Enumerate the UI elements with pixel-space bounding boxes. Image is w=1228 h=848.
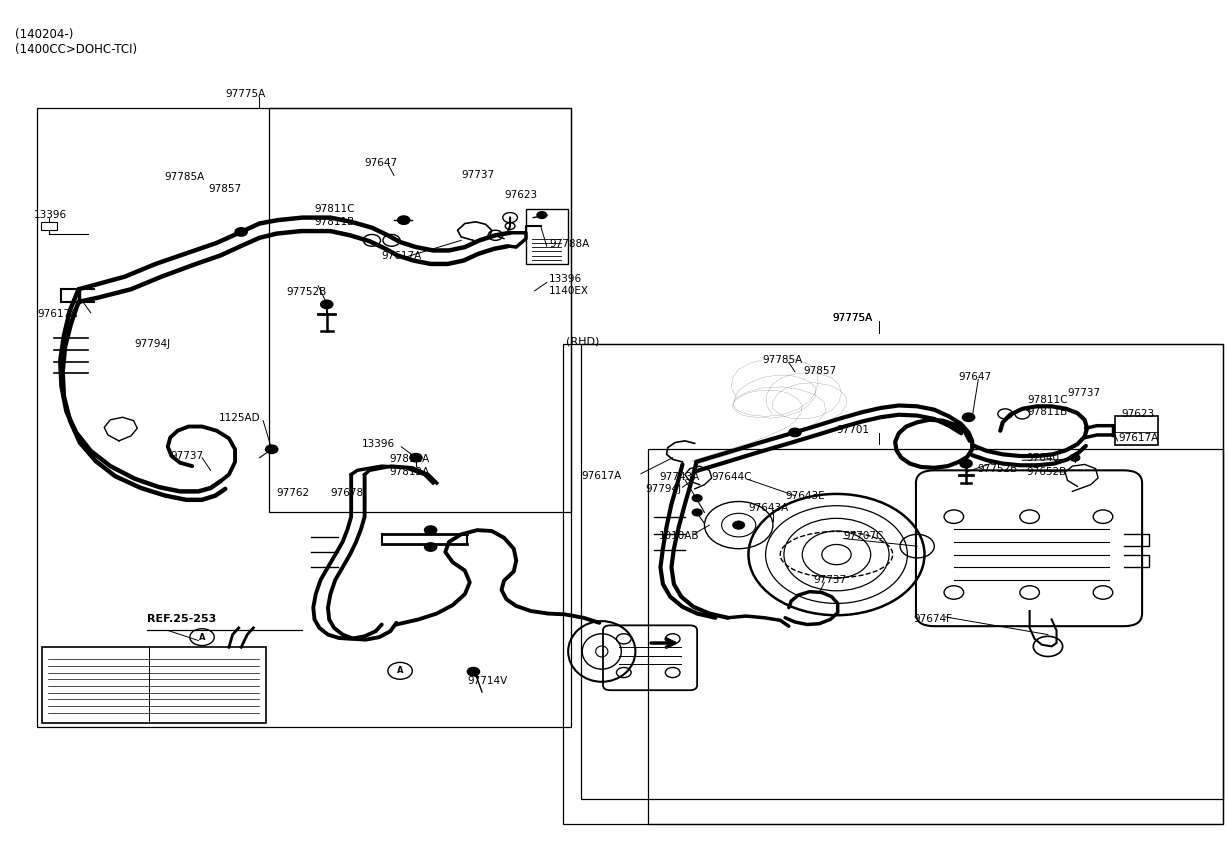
Text: 13396: 13396 xyxy=(33,210,66,220)
Text: 97647: 97647 xyxy=(959,371,992,382)
Circle shape xyxy=(1070,455,1079,461)
Text: 97811B: 97811B xyxy=(314,217,355,226)
Text: 97617A: 97617A xyxy=(37,310,77,320)
Circle shape xyxy=(733,521,745,529)
Text: 97617A: 97617A xyxy=(1119,433,1159,444)
Circle shape xyxy=(960,460,973,468)
Text: A: A xyxy=(199,633,205,642)
Text: 97811C: 97811C xyxy=(314,204,355,215)
Text: 97811C: 97811C xyxy=(1027,395,1067,405)
Text: 1140EX: 1140EX xyxy=(549,286,589,296)
Text: 97737: 97737 xyxy=(462,170,495,180)
Polygon shape xyxy=(42,222,58,230)
Text: 97643A: 97643A xyxy=(749,503,788,513)
Text: 97652B: 97652B xyxy=(1025,467,1066,477)
Text: 97794J: 97794J xyxy=(135,339,171,349)
Text: A: A xyxy=(397,667,403,675)
Circle shape xyxy=(398,216,410,225)
Text: 97617A: 97617A xyxy=(581,471,621,481)
Text: 97701: 97701 xyxy=(836,425,869,435)
Text: 1010AB: 1010AB xyxy=(659,531,700,541)
Text: 97674F: 97674F xyxy=(914,615,953,624)
Circle shape xyxy=(265,445,278,454)
Text: (140204-)
(1400CC>DOHC-TCI): (140204-) (1400CC>DOHC-TCI) xyxy=(15,28,138,56)
Circle shape xyxy=(321,300,333,309)
Text: 97643E: 97643E xyxy=(785,491,825,500)
Text: 97752B: 97752B xyxy=(977,464,1017,474)
Ellipse shape xyxy=(596,646,608,657)
Circle shape xyxy=(235,228,247,236)
Text: 97775A: 97775A xyxy=(833,313,873,323)
Text: 97775A: 97775A xyxy=(225,89,265,98)
Text: 97811A: 97811A xyxy=(389,455,430,465)
Circle shape xyxy=(693,509,702,516)
Circle shape xyxy=(963,413,975,421)
Text: 97857: 97857 xyxy=(803,366,836,376)
Text: 97857: 97857 xyxy=(209,184,241,194)
Text: 97737: 97737 xyxy=(813,575,846,585)
Text: 97812A: 97812A xyxy=(389,467,430,477)
Text: 97678: 97678 xyxy=(330,488,363,498)
Text: REF.25-253: REF.25-253 xyxy=(147,614,216,623)
Text: 97640: 97640 xyxy=(1025,453,1059,463)
Text: 1125AD: 1125AD xyxy=(219,413,260,423)
Text: 13396: 13396 xyxy=(362,439,395,449)
Circle shape xyxy=(468,667,479,676)
Text: 97623: 97623 xyxy=(503,190,537,200)
Text: 97623: 97623 xyxy=(1121,409,1154,419)
Text: 97762: 97762 xyxy=(276,488,309,498)
Text: 97737: 97737 xyxy=(171,451,204,461)
Text: 97617A: 97617A xyxy=(382,250,422,260)
Circle shape xyxy=(410,454,422,462)
Text: 97707C: 97707C xyxy=(844,531,884,541)
Text: 97752B: 97752B xyxy=(286,287,327,297)
Circle shape xyxy=(425,543,437,551)
Circle shape xyxy=(537,212,546,219)
Text: 97811B: 97811B xyxy=(1027,407,1067,417)
Circle shape xyxy=(693,494,702,501)
Text: 97737: 97737 xyxy=(1067,388,1100,398)
Text: 97644C: 97644C xyxy=(712,472,753,482)
Text: 97647: 97647 xyxy=(365,158,398,168)
Circle shape xyxy=(788,428,801,437)
Text: (RHD): (RHD) xyxy=(566,337,599,347)
Text: 97714V: 97714V xyxy=(468,676,507,686)
Circle shape xyxy=(425,526,437,534)
Text: 97794J: 97794J xyxy=(646,484,682,494)
Text: 13396: 13396 xyxy=(549,274,582,284)
Text: 97785A: 97785A xyxy=(165,172,204,182)
Text: 97743A: 97743A xyxy=(659,472,700,482)
Text: 97775A: 97775A xyxy=(833,313,873,323)
Text: 97785A: 97785A xyxy=(761,355,802,365)
Text: 97788A: 97788A xyxy=(549,239,589,248)
